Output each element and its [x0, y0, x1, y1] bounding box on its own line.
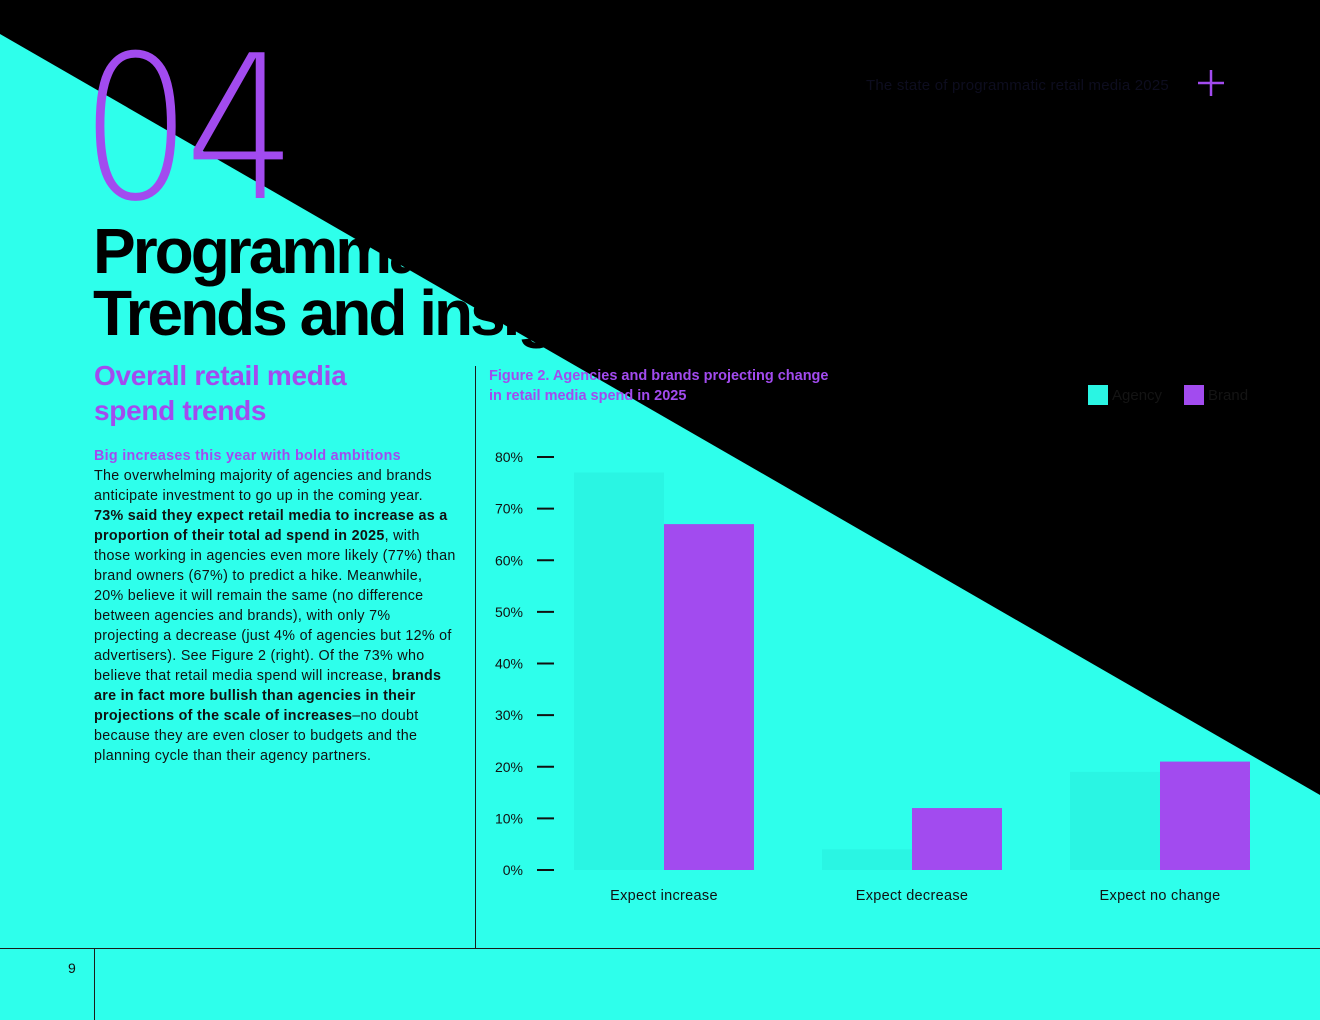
footer-divider	[0, 948, 1320, 949]
y-tick-label: 30%	[495, 707, 523, 723]
plus-icon	[1198, 70, 1224, 96]
body-p1-bold: 73% said they expect retail media to inc…	[94, 508, 448, 544]
figure-caption: Figure 2. Agencies and brands projecting…	[489, 366, 869, 406]
body-p2-bold: brands are in fact more bullish than age…	[94, 668, 442, 724]
bar-brand	[664, 524, 754, 870]
legend-label-brand: Brand	[1208, 386, 1249, 404]
page-title-line-2: Trends and insights	[93, 277, 644, 349]
bar-agency	[822, 849, 912, 870]
page-title-line-1: Programmatic	[93, 215, 490, 287]
y-tick-label: 0%	[503, 862, 523, 878]
legend-item-brand: Brand	[1184, 385, 1248, 405]
x-category-label: Expect decrease	[856, 888, 969, 904]
y-tick-label: 80%	[495, 449, 523, 465]
bar-brand	[1160, 761, 1250, 870]
body-p3: –no doubt because they are even closer t…	[94, 708, 419, 764]
y-tick-label: 20%	[495, 759, 523, 775]
bar-agency	[574, 472, 664, 870]
legend-swatch-agency	[1088, 385, 1108, 405]
chart-legend: Agency Brand	[1088, 385, 1248, 405]
page-number: 9	[68, 960, 76, 976]
x-category-label: Expect no change	[1100, 888, 1221, 904]
legend-swatch-brand	[1184, 385, 1205, 405]
body-p1: The overwhelming majority of agencies an…	[94, 468, 432, 504]
figure-caption-line-2: in retail media spend in 2025	[489, 388, 687, 404]
y-tick-label: 60%	[495, 552, 523, 568]
body-text: Big increases this year with bold ambiti…	[94, 446, 456, 766]
section-number: 04	[80, 13, 297, 246]
bar-brand	[912, 808, 1002, 870]
footer-vertical-divider	[94, 949, 95, 1020]
page-title: Programmatic Trends and insights	[93, 215, 644, 349]
y-tick-label: 40%	[495, 656, 523, 672]
report-title: The state of programmatic retail media 2…	[866, 77, 1169, 94]
y-tick-label: 10%	[495, 810, 523, 826]
legend-label-agency: Agency	[1112, 386, 1163, 404]
x-category-label: Expect increase	[610, 888, 718, 904]
y-tick-label: 50%	[495, 604, 523, 620]
figure-caption-line-1: Figure 2. Agencies and brands projecting…	[489, 368, 829, 384]
y-tick-label: 70%	[495, 501, 523, 517]
body-p2: , with those working in agencies even mo…	[94, 528, 456, 684]
column-divider	[475, 366, 476, 949]
body-subheading: Big increases this year with bold ambiti…	[94, 448, 401, 464]
section-heading: Overall retail media spend trends	[94, 360, 347, 426]
legend-item-agency: Agency	[1088, 385, 1162, 405]
bar-agency	[1070, 771, 1160, 870]
